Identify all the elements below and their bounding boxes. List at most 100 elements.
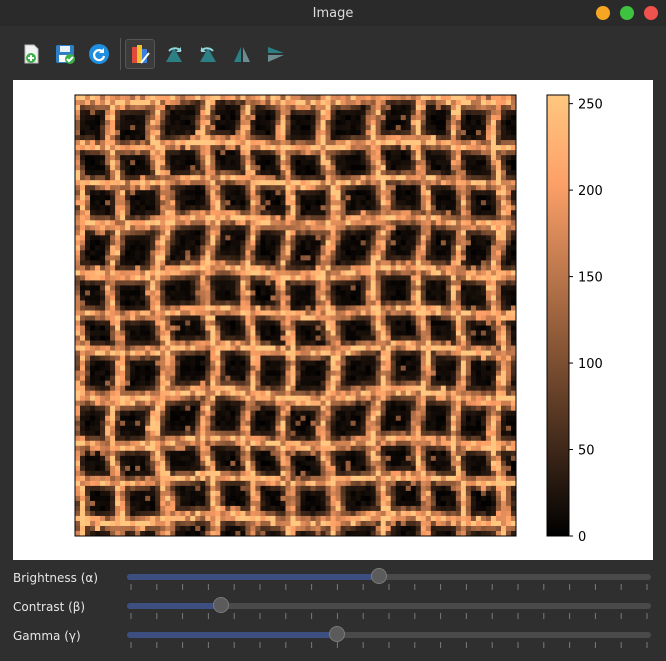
heatmap-cell [495, 310, 502, 316]
heatmap-cell [220, 100, 226, 106]
heatmap-cell [345, 190, 352, 196]
heatmap-cell [315, 350, 321, 356]
heatmap-cell [235, 140, 241, 146]
flip-horizontal-button[interactable] [227, 39, 257, 69]
heatmap-cell [225, 125, 231, 131]
heatmap-cell [440, 190, 447, 196]
heatmap-cell [310, 355, 316, 361]
heatmap-cell [350, 325, 357, 331]
heatmap-cell [90, 130, 96, 136]
heatmap-cell [200, 115, 206, 121]
heatmap-cell [240, 315, 246, 321]
heatmap-cell [285, 180, 291, 186]
heatmap-cell [430, 270, 437, 276]
heatmap-cell [140, 305, 146, 311]
heatmap-cell [140, 250, 146, 256]
heatmap-cell [200, 290, 206, 296]
heatmap-cell [180, 145, 186, 151]
heatmap-cell [295, 215, 301, 221]
heatmap-cell [195, 310, 201, 316]
heatmap-cell [340, 140, 347, 146]
save-button[interactable] [50, 39, 80, 69]
heatmap-cell [435, 290, 442, 296]
heatmap-cell [225, 95, 231, 101]
heatmap-cell [355, 195, 362, 201]
heatmap-cell [280, 215, 286, 221]
heatmap-cell [290, 185, 296, 191]
maximize-button[interactable] [620, 6, 634, 20]
heatmap-cell [440, 340, 447, 346]
heatmap-cell [380, 230, 387, 236]
heatmap-cell [210, 110, 216, 116]
heatmap-cell [415, 150, 422, 156]
heatmap-cell [370, 190, 377, 196]
heatmap-cell [340, 120, 347, 126]
rotate-right-button[interactable] [193, 39, 223, 69]
heatmap-cell [290, 375, 296, 382]
heatmap-cell [170, 300, 176, 306]
reset-button[interactable] [84, 39, 114, 69]
heatmap-cell [445, 240, 452, 246]
heatmap-cell [155, 320, 161, 326]
heatmap-cell [470, 320, 477, 326]
heatmap-cell [190, 100, 196, 106]
heatmap-cell [160, 340, 166, 346]
heatmap-cell [335, 255, 341, 261]
heatmap-cell [420, 110, 427, 116]
heatmap-cell [450, 150, 457, 156]
heatmap-cell [355, 140, 362, 146]
heatmap-cell [415, 115, 422, 121]
heatmap-cell [110, 180, 116, 186]
heatmap-cell [320, 290, 326, 296]
heatmap-cell [170, 240, 176, 246]
heatmap-cell [195, 150, 201, 156]
heatmap-cell [140, 360, 146, 367]
heatmap-cell [470, 240, 477, 246]
heatmap-cell [115, 265, 121, 271]
heatmap-cell [130, 360, 136, 367]
heatmap-cell [450, 315, 457, 321]
heatmap-cell [280, 360, 286, 367]
heatmap-cell [115, 335, 121, 341]
heatmap-cell [370, 125, 377, 131]
heatmap-cell [90, 240, 96, 246]
heatmap-cell [160, 265, 166, 271]
heatmap-cell [340, 130, 347, 136]
colormap-button[interactable] [125, 39, 155, 69]
heatmap-cell [210, 250, 216, 256]
heatmap-cell [395, 320, 402, 326]
heatmap-cell [300, 320, 306, 326]
minimize-button[interactable] [596, 6, 610, 20]
heatmap-cell [155, 160, 161, 166]
heatmap-cell [120, 355, 126, 361]
heatmap-cell [305, 145, 311, 151]
heatmap-cell [75, 105, 81, 111]
heatmap-cell [250, 190, 256, 196]
heatmap-cell [265, 175, 271, 181]
heatmap-cell [120, 195, 126, 201]
heatmap-cell [490, 95, 497, 101]
heatmap-cell [230, 260, 236, 266]
heatmap-cell [85, 375, 91, 382]
heatmap-cell [305, 190, 311, 196]
heatmap-cell [345, 325, 352, 331]
heatmap-cell [265, 325, 271, 331]
heatmap-cell [210, 315, 216, 321]
heatmap-cell [405, 350, 412, 356]
heatmap-cell [250, 215, 256, 221]
heatmap-cell [245, 280, 251, 286]
heatmap-cell [375, 370, 382, 377]
heatmap-cell [130, 220, 136, 226]
heatmap-cell [505, 155, 512, 161]
heatmap-cell [400, 105, 407, 111]
heatmap-cell [145, 115, 151, 121]
rotate-left-button[interactable] [159, 39, 189, 69]
heatmap-cell [185, 340, 191, 346]
heatmap-cell [230, 245, 236, 251]
flip-vertical-button[interactable] [261, 39, 291, 69]
heatmap-cell [410, 125, 417, 131]
heatmap-cell [195, 350, 201, 356]
open-button[interactable] [16, 39, 46, 69]
heatmap-cell [475, 300, 482, 306]
close-button[interactable] [644, 6, 658, 20]
